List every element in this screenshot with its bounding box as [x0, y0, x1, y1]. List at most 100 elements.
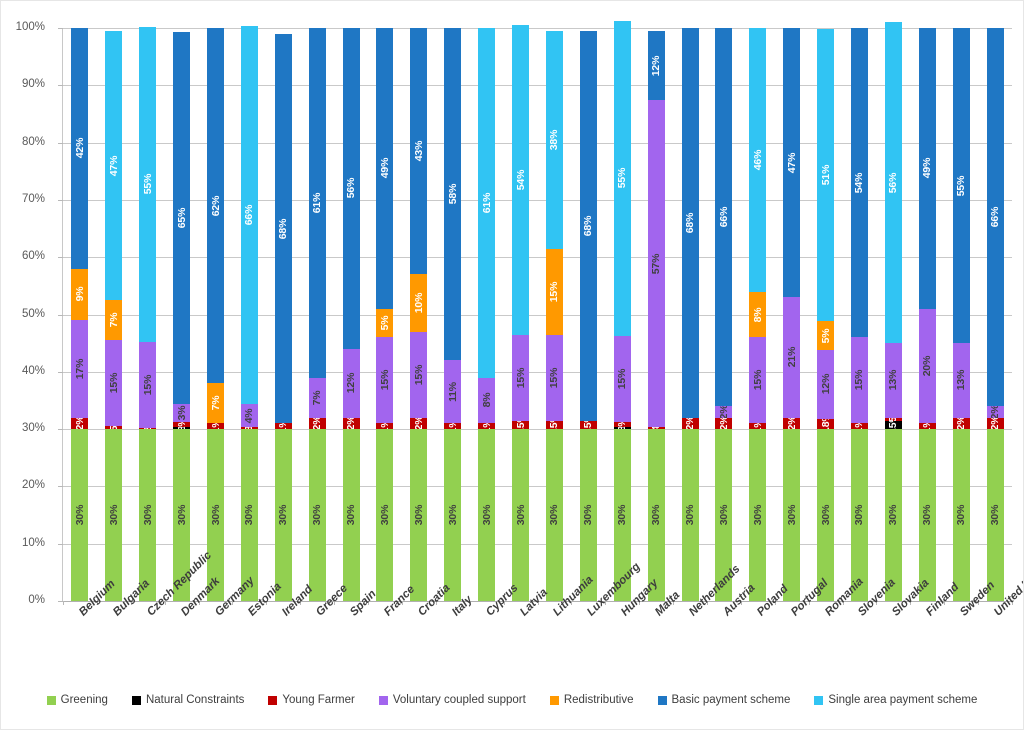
bar-segment[interactable]: 49% [376, 28, 394, 309]
bar-column[interactable]: 49% 20% 1% 30% [918, 28, 936, 601]
bar-column[interactable]: 66% 4% 0.3% 30% [240, 26, 258, 601]
bar-segment[interactable]: 65% [173, 32, 191, 405]
bar-column[interactable]: 68% 1.5% 30% [579, 30, 597, 601]
bar-segment[interactable]: 30% [817, 429, 835, 601]
bar-segment[interactable]: 51% [817, 29, 835, 322]
bar-segment[interactable]: 1% [376, 423, 394, 430]
bar-segment[interactable]: 47% [105, 30, 123, 301]
bar-segment[interactable]: 30% [207, 429, 225, 601]
bar-segment[interactable]: 15% [376, 337, 394, 424]
bar-segment[interactable]: 5% [817, 321, 835, 351]
bar-segment[interactable]: 1.5% [884, 420, 902, 430]
bar-segment[interactable]: 30% [478, 429, 496, 601]
bar-column[interactable]: 51% 5% 12% 1.8% 30% [817, 29, 835, 601]
bar-segment[interactable]: 1% [444, 423, 462, 430]
bar-column[interactable]: 66% 2% 2% 30% [986, 28, 1004, 601]
bar-segment[interactable]: 30% [952, 429, 970, 601]
bar-segment[interactable]: 56% [884, 22, 902, 344]
bar-column[interactable]: 61% 8% 1% 30% [478, 28, 496, 601]
bar-segment[interactable]: 30% [783, 429, 801, 601]
bar-segment[interactable]: 30% [274, 429, 292, 601]
legend-item-single-area-payment-scheme[interactable]: Single area payment scheme [814, 694, 977, 706]
bar-segment[interactable]: 2% [952, 417, 970, 430]
bar-segment[interactable]: 30% [681, 429, 699, 601]
bar-segment[interactable]: 30% [410, 429, 428, 601]
legend-item-natural-constraints[interactable]: Natural Constraints [131, 694, 244, 706]
bar-segment[interactable]: 15% [545, 334, 563, 421]
bar-segment[interactable]: 1.5% [545, 420, 563, 430]
bar-segment[interactable]: 46% [749, 28, 767, 292]
bar-segment[interactable]: 58% [444, 28, 462, 361]
bar-segment[interactable]: 1.8% [817, 418, 835, 430]
bar-segment[interactable]: 30% [444, 429, 462, 601]
bar-segment[interactable]: 1% [918, 423, 936, 430]
bar-column[interactable]: 68% 2% 30% [681, 28, 699, 601]
bar-column[interactable]: 55% 15% 0.2% 30% [139, 26, 157, 601]
bar-segment[interactable]: 61% [478, 28, 496, 378]
bar-segment[interactable]: 0.3% [240, 427, 258, 430]
bar-segment[interactable]: 7% [207, 383, 225, 424]
bar-segment[interactable]: 4% [240, 404, 258, 428]
bar-segment[interactable]: 15% [139, 342, 157, 428]
bar-segment[interactable]: 47% [783, 28, 801, 298]
bar-segment[interactable]: 1% [274, 423, 292, 430]
bar-segment[interactable]: 68% [579, 30, 597, 421]
bar-segment[interactable]: 0.2% [139, 427, 157, 430]
bar-column[interactable]: 12% 57% 0.4% 30% [647, 31, 665, 601]
bar-segment[interactable]: 15% [613, 335, 631, 422]
legend-item-young-farmer[interactable]: Young Farmer [268, 694, 355, 706]
legend-item-voluntary-coupled-support[interactable]: Voluntary coupled support [378, 694, 526, 706]
bar-segment[interactable]: 13% [884, 343, 902, 418]
bar-column[interactable]: 58% 11% 1% 30% [444, 28, 462, 601]
bar-segment[interactable]: 30% [240, 429, 258, 601]
bar-segment[interactable]: 7% [105, 300, 123, 341]
bar-segment[interactable]: 30% [173, 429, 191, 601]
bar-segment[interactable]: 2% [783, 417, 801, 430]
bar-segment[interactable]: 57% [647, 100, 665, 427]
bar-segment[interactable]: 1% [207, 423, 225, 430]
bar-segment[interactable]: 12% [647, 31, 665, 101]
bar-segment[interactable]: 1% [478, 423, 496, 430]
bar-segment[interactable]: 0.5% [884, 417, 902, 421]
bar-segment[interactable]: 66% [986, 28, 1004, 407]
bar-segment[interactable]: 66% [715, 28, 733, 407]
bar-segment[interactable]: 30% [342, 429, 360, 601]
bar-column[interactable]: 38% 15% 15% 1.5% 30% [545, 30, 563, 601]
bar-segment[interactable]: 10% [410, 274, 428, 332]
bar-segment[interactable]: 68% [681, 28, 699, 418]
bar-column[interactable]: 61% 7% 2% 30% [308, 28, 326, 601]
bar-column[interactable]: 56% 13% 0.5%1.5% 30% [884, 22, 902, 601]
bar-segment[interactable]: 2% [715, 406, 733, 418]
bar-segment[interactable]: 62% [207, 28, 225, 384]
bar-segment[interactable]: 1% [613, 421, 631, 428]
bar-segment[interactable]: 30% [71, 429, 89, 601]
bar-segment[interactable]: 12% [817, 350, 835, 419]
bar-segment[interactable]: 1% [850, 423, 868, 430]
bar-segment[interactable]: 30% [139, 429, 157, 601]
bar-segment[interactable]: 15% [105, 340, 123, 427]
bar-segment[interactable]: 9% [71, 268, 89, 321]
bar-segment[interactable]: 30% [715, 429, 733, 601]
bar-segment[interactable]: 30% [749, 429, 767, 601]
bar-segment[interactable]: 3% [173, 404, 191, 422]
bar-column[interactable]: 55% 13% 2% 30% [952, 28, 970, 601]
bar-segment[interactable]: 1% [173, 421, 191, 428]
bar-segment[interactable]: 2% [71, 417, 89, 430]
bar-segment[interactable]: 30% [376, 429, 394, 601]
bar-segment[interactable]: 30% [918, 429, 936, 601]
bar-segment[interactable]: 2% [986, 417, 1004, 430]
bar-segment[interactable]: 1% [749, 423, 767, 430]
bar-segment[interactable]: 15% [410, 331, 428, 418]
bar-segment[interactable]: 20% [918, 308, 936, 424]
bar-column[interactable]: 47% 21% 2% 30% [783, 28, 801, 601]
bar-segment[interactable]: 2% [308, 417, 326, 430]
bar-column[interactable]: 56% 12% 2% 30% [342, 28, 360, 601]
bar-segment[interactable]: 30% [850, 429, 868, 601]
bar-segment[interactable]: 5% [376, 308, 394, 338]
bar-column[interactable]: 66% 2% 2% 30% [715, 28, 733, 601]
bar-segment[interactable]: 15% [850, 337, 868, 424]
legend-item-basic-payment-scheme[interactable]: Basic payment scheme [657, 694, 790, 706]
bar-segment[interactable]: 1.5% [512, 420, 530, 430]
bar-column[interactable]: 47% 7% 15% 0.5% 30% [105, 30, 123, 601]
bar-segment[interactable]: 30% [512, 429, 530, 601]
